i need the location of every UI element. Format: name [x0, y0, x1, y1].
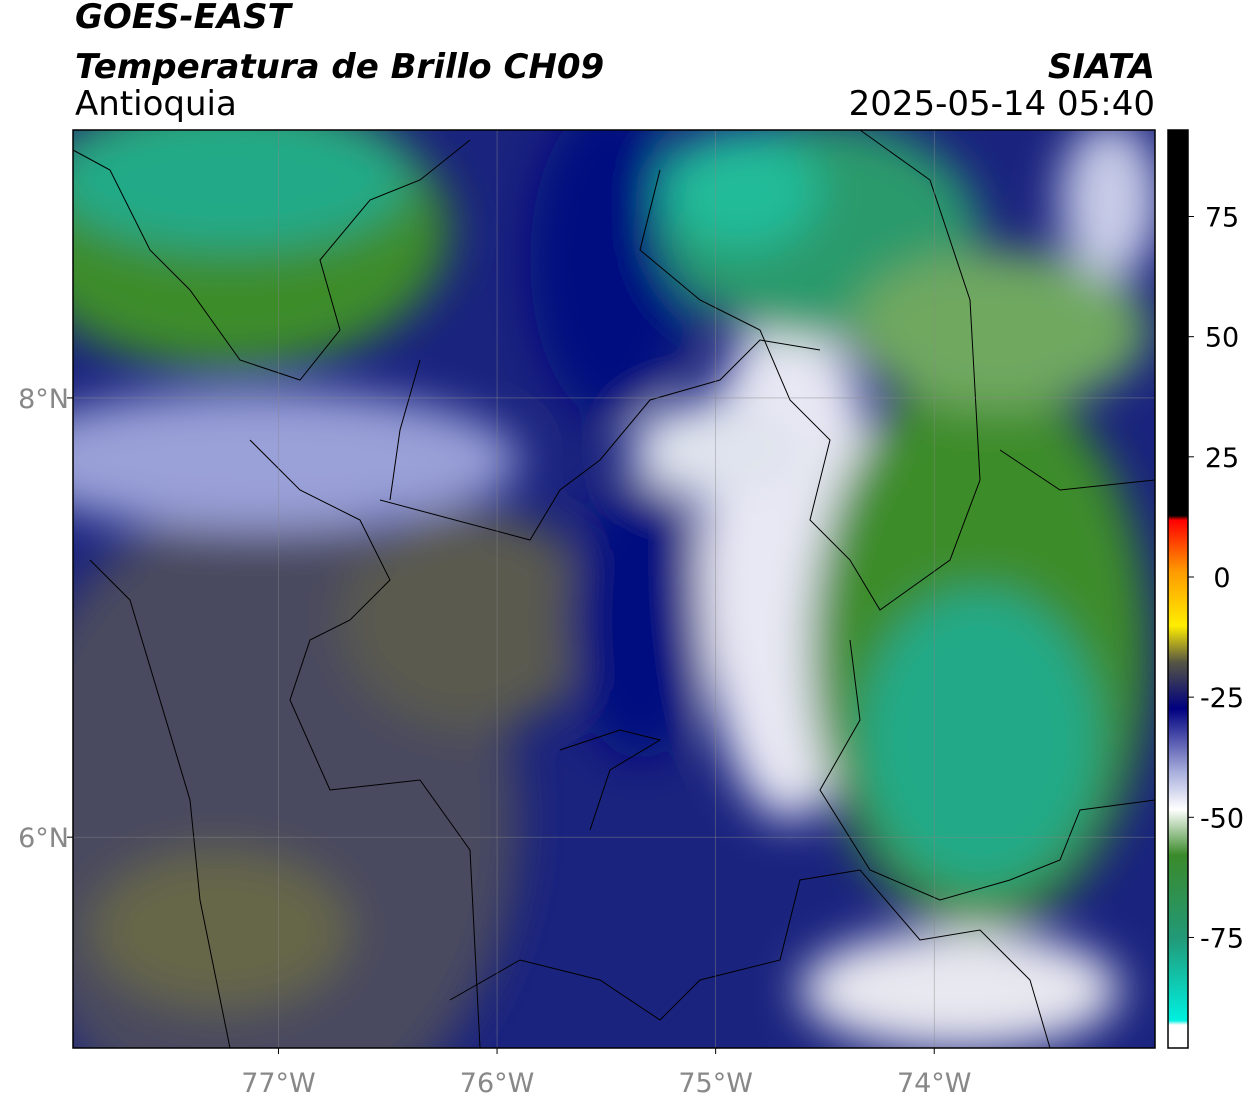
- x-tick-label: 76°W: [460, 1068, 535, 1099]
- satellite: GOES-EAST: [75, 0, 294, 37]
- y-tick-label: 6°N: [18, 823, 69, 854]
- region: Antioquia: [75, 84, 237, 124]
- x-tick-label: 74°W: [897, 1068, 972, 1099]
- y-tick-label: 8°N: [18, 384, 69, 415]
- colorbar-tick-label: -75: [1200, 923, 1244, 954]
- x-tick-label: 75°W: [678, 1068, 753, 1099]
- product: Temperatura de Brillo CH09: [75, 47, 604, 87]
- colorbar-tick-label: 50: [1205, 323, 1239, 354]
- colorbar-tick-label: -25: [1200, 683, 1244, 714]
- colorbar: [1167, 129, 1189, 1049]
- x-tick-label: 77°W: [241, 1068, 316, 1099]
- datetime: 2025-05-14 05:40: [849, 84, 1155, 124]
- colorbar-tick-label: 25: [1205, 443, 1239, 474]
- colorbar-tick-label: -50: [1200, 803, 1244, 834]
- colorbar-tick-label: 75: [1205, 203, 1239, 234]
- colorbar-tick-label: 0: [1213, 563, 1230, 594]
- map-frame: [72, 129, 1156, 1049]
- satellite-image: [73, 130, 1155, 1048]
- source: SIATA: [1048, 47, 1155, 87]
